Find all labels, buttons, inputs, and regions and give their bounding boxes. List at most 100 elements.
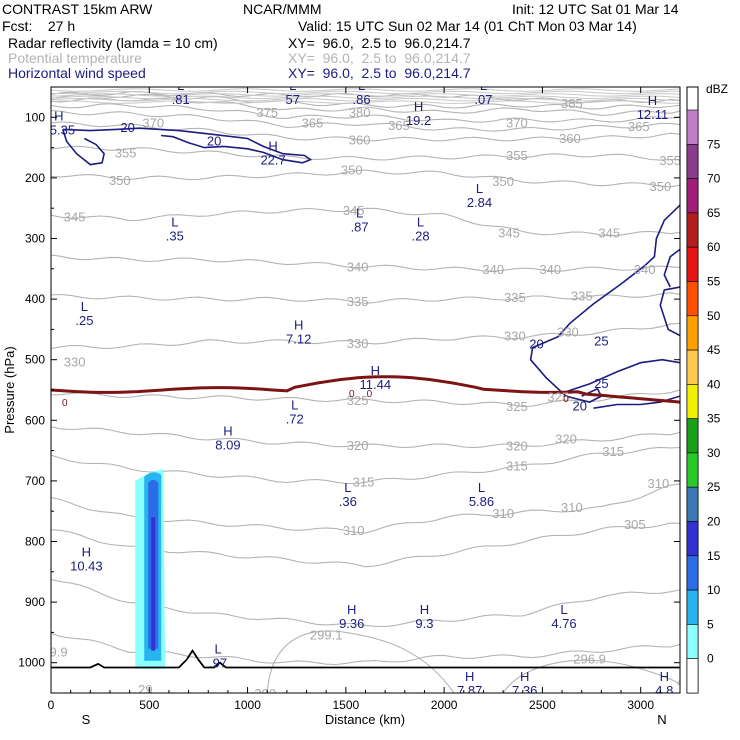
theta-contour-line: [51, 103, 680, 123]
wind-extremum-value: 4.8: [655, 683, 673, 698]
field-name-reflectivity: Radar reflectivity (lamda = 10 cm): [8, 35, 218, 51]
theta-label: 300: [254, 686, 276, 701]
colorbar-level-label: 30: [707, 446, 721, 460]
colorbar-level-label: 25: [707, 480, 721, 494]
colorbar-swatch: [686, 246, 699, 282]
x-tick-label: 0: [48, 698, 55, 712]
wind-extremum-value: .97: [209, 656, 227, 671]
theta-label: 355: [659, 153, 681, 168]
wind-extremum-type: L: [171, 214, 178, 229]
theta-label: 325: [506, 399, 528, 414]
colorbar-swatch: [686, 624, 699, 660]
theta-contour-line: [51, 322, 680, 350]
theta-label: 350: [109, 173, 131, 188]
wind-contour-label: 20: [529, 337, 543, 352]
colorbar-level-label: 70: [707, 172, 721, 186]
theta-contour-line: [51, 254, 680, 272]
wind-extremum-value: 7.87: [457, 683, 482, 698]
theta-label: 340: [634, 262, 656, 277]
theta-label: 370: [142, 115, 164, 130]
colorbar-swatch: [686, 486, 699, 522]
theta-label: 320: [555, 432, 577, 447]
theta-label: 330: [504, 329, 526, 344]
theta-label: 99.9: [42, 644, 67, 659]
colorbar-swatch: [686, 178, 699, 214]
wind-extremum-value: 5.86: [469, 494, 494, 509]
y-tick-label: 600: [25, 413, 45, 427]
field-xy-wind: XY= 96.0, 2.5 to 96.0,214.7: [288, 65, 471, 81]
theta-label: 299.1: [310, 627, 343, 642]
theta-label: 29: [138, 682, 152, 697]
theta-label: 325: [347, 393, 369, 408]
wind-extremum-value: .07: [474, 92, 492, 107]
y-axis-title: Pressure (hPa): [2, 346, 17, 433]
theta-contour-line: [51, 169, 680, 188]
y-tick-label: 400: [25, 292, 45, 306]
wind-extremum-value: 12.11: [637, 107, 669, 122]
colorbar-swatch: [686, 144, 699, 179]
colorbar-swatch: [686, 384, 699, 419]
forecast-hour: Fcst: 27 h: [2, 18, 76, 34]
theta-label: 305: [624, 517, 646, 532]
field-xy-reflectivity: XY= 96.0, 2.5 to 96.0,214.7: [288, 35, 471, 51]
x-end-label-north: N: [657, 712, 666, 727]
y-tick-label: 300: [25, 232, 45, 246]
wind-extremum-value: .86: [353, 92, 371, 107]
theta-label: 296.9: [573, 652, 606, 667]
x-tick-label: 1000: [234, 698, 261, 712]
theta-label: 335: [571, 289, 593, 304]
theta-label: 345: [498, 226, 520, 241]
wind-contour-label: 25: [594, 376, 608, 391]
wind-contour-line: [561, 358, 680, 394]
wind-contour-line: [659, 286, 680, 337]
wind-contour-label: 20: [573, 398, 587, 413]
colorbar-swatch: [686, 315, 699, 351]
theta-label: 315: [353, 475, 375, 490]
theta-contour-line: [51, 93, 680, 97]
colorbar-swatch: [686, 212, 699, 248]
wind-extremum-type: H: [223, 423, 232, 438]
theta-contour-line: [51, 426, 680, 449]
theta-contours: [51, 88, 680, 693]
theta-label: 320: [506, 438, 528, 453]
colorbar-level-label: 35: [707, 412, 721, 426]
theta-label: 350: [649, 179, 671, 194]
theta-label: 345: [64, 209, 86, 224]
theta-contour-line: [502, 659, 680, 693]
field-xy-theta: XY= 96.0, 2.5 to 96.0,214.7: [288, 50, 471, 66]
theta-label: 345: [343, 203, 365, 218]
theta-contour-line: [51, 207, 680, 237]
colorbar-level-label: 5: [707, 617, 714, 631]
theta-label: 365: [388, 118, 410, 133]
colorbar-swatch: [686, 521, 699, 557]
wind-contour-label: 0: [349, 389, 355, 400]
theta-label: 370: [506, 115, 528, 130]
wind-extremum-value: .36: [339, 494, 357, 509]
theta-label: 365: [302, 115, 324, 130]
wind-contour-label: 20: [120, 120, 134, 135]
wind-extremum-type: L: [417, 214, 424, 229]
wind-extremum-type: L: [478, 480, 485, 495]
wind-extremum-value: 19.2: [406, 113, 431, 128]
wind-extremum-type: H: [371, 363, 380, 378]
colorbar: dBZ 0 5 10 15 20 25 30 35 40 45 50 55 60 65 70 75: [686, 82, 728, 694]
colorbar-swatch: [686, 589, 699, 625]
theta-label: 335: [504, 290, 526, 305]
wind-extremum-value: 25.35: [43, 122, 76, 137]
colorbar-swatch: [686, 658, 699, 694]
wind-contour-label: 25: [594, 334, 608, 349]
wind-extremum-value: .28: [411, 228, 429, 243]
theta-label: 385: [561, 96, 583, 111]
terrain-surface: [51, 648, 680, 669]
field-name-wind: Horizontal wind speed: [8, 65, 146, 81]
theta-label: 330: [64, 355, 86, 370]
theta-contour-line: [51, 100, 680, 104]
wind-contour-label: 20: [207, 134, 221, 149]
theta-contour-line: [51, 110, 680, 132]
colorbar-level-label: 0: [707, 652, 714, 666]
colorbar-swatch: [686, 281, 699, 317]
wind-extremum-type: L: [560, 602, 567, 617]
init-time: Init: 12 UTC Sat 01 Mar 14: [512, 1, 679, 17]
wind-extremum-value: 9.36: [339, 616, 364, 631]
